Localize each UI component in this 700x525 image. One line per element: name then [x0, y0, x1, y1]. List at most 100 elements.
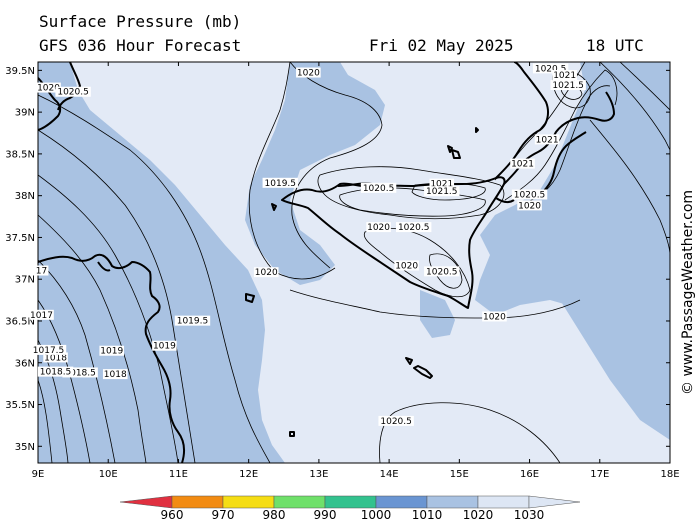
- contour-label-bg: [30, 344, 67, 355]
- colorbar-label: 980: [263, 508, 286, 522]
- contour-label: 1020.5: [380, 417, 412, 427]
- lon-tick-label: 12E: [239, 469, 258, 480]
- contour-label: 1017: [30, 311, 53, 321]
- contour-label-bg: [550, 80, 586, 91]
- contour-label-bg: [152, 340, 177, 351]
- contour-label-bg: [102, 369, 128, 380]
- contour-label-bg: [174, 315, 211, 326]
- lon-tick-label: 16E: [520, 469, 539, 480]
- low-pressure-region-ionian: [475, 62, 670, 440]
- contour-label: 1021.5: [552, 81, 584, 91]
- contour-label: 1020.5: [535, 64, 567, 74]
- lon-tick-label: 17E: [590, 469, 609, 480]
- lat-tick-label: 38.5N: [5, 149, 35, 160]
- lat-tick-label: 39N: [15, 108, 35, 119]
- lon-tick-label: 15E: [450, 469, 469, 480]
- contour-label-bg: [534, 134, 560, 145]
- contour-label: 1019.5: [265, 179, 297, 189]
- colorbar-label: 990: [314, 508, 337, 522]
- contour-label-bg: [424, 266, 460, 277]
- contour-label: 1020.5: [426, 267, 458, 277]
- pressure-colorbar: 960 970 980 990 1000 1010 1020 1030: [119, 495, 581, 522]
- contour-label: 1018: [44, 353, 67, 363]
- colorbar-label: 960: [161, 508, 184, 522]
- lon-tick-label: 14E: [380, 469, 399, 480]
- lat-tick-label: 37N: [15, 275, 35, 286]
- contour-label: 1021: [536, 135, 559, 145]
- colorbar-label: 1010: [412, 508, 443, 522]
- contour-label: 1021: [430, 180, 453, 190]
- lat-tick-label: 39.5N: [5, 66, 35, 77]
- colorbar-segment: [171, 495, 224, 509]
- contour-label-bg: [37, 366, 74, 377]
- contour-label-bg: [262, 177, 298, 188]
- contour-label-bg: [429, 178, 455, 189]
- contour-label: 1020.5: [363, 184, 395, 194]
- contour-label: 1020.5: [57, 88, 89, 98]
- lon-tick-label: 9E: [32, 469, 45, 480]
- contour-label: 1020: [395, 262, 418, 272]
- lat-tick-label: 35N: [15, 442, 35, 453]
- contour-label-bg: [532, 63, 569, 74]
- contour-label: 1020.5: [514, 191, 546, 201]
- contour-label: 1020: [255, 268, 278, 278]
- colorbar-low-arrow: [119, 495, 173, 509]
- contour-label: 1019.5: [177, 317, 209, 327]
- contour-labels: 1020 1020.510211021.510201020.51019.51020…: [29, 63, 586, 427]
- lat-tick-label: 37.5N: [5, 233, 35, 244]
- contour-label: 17: [36, 267, 47, 277]
- contour-label-bg: [517, 200, 542, 211]
- contour-label-bg: [360, 182, 397, 193]
- contour-label: 1020: [37, 84, 60, 94]
- contour-label: 1021: [511, 160, 534, 170]
- contour-label-bg: [36, 82, 61, 93]
- contour-label: 1019: [100, 347, 123, 357]
- contour-label-bg: [378, 415, 414, 426]
- contour-label-bg: [99, 345, 125, 356]
- contour-label: 1020: [367, 223, 390, 233]
- contour-label: 1020: [483, 312, 506, 322]
- contour-label-bg: [62, 367, 98, 378]
- contour-label: 1018.5: [64, 368, 96, 378]
- map-title: Surface Pressure (mb): [39, 12, 242, 31]
- contour-label-bg: [394, 260, 419, 271]
- low-pressure-region-south: [560, 300, 670, 440]
- contour-label-bg: [296, 67, 321, 78]
- forecast-date: Fri 02 May 2025: [369, 36, 514, 55]
- contour-label-bg: [395, 222, 432, 233]
- colorbar-label: 970: [212, 508, 235, 522]
- lat-tick-label: 38N: [15, 191, 35, 202]
- colorbar-label: 1020: [463, 508, 494, 522]
- contour-label: 1018: [104, 370, 127, 380]
- contour-label: 1020: [518, 201, 541, 211]
- contour-label-bg: [552, 70, 577, 81]
- lon-tick-label: 10E: [99, 469, 118, 480]
- colorbar-segment: [426, 495, 479, 509]
- lat-tick-label: 36.5N: [5, 316, 35, 327]
- colorbar-segment: [375, 495, 428, 509]
- contour-label: 1021.5: [426, 187, 458, 197]
- contour-label: 1020.5: [398, 223, 430, 233]
- contour-label: 1020: [297, 69, 320, 79]
- contour-label-bg: [55, 86, 91, 97]
- contour-label: 1018.5: [40, 368, 72, 378]
- contour-label-bg: [510, 158, 535, 169]
- colorbar-segment: [477, 495, 530, 509]
- plot-frame: [37, 61, 671, 464]
- lon-tick-label: 11E: [169, 469, 188, 480]
- watermark: © www.PassageWeather.com: [680, 189, 696, 395]
- low-pressure-region-malta: [420, 290, 455, 338]
- forecast-time: 18 UTC: [586, 36, 644, 55]
- contour-label-bg: [34, 265, 49, 276]
- contour-label: 1019: [153, 342, 176, 352]
- forecast-label: GFS 036 Hour Forecast: [39, 36, 242, 55]
- low-pressure-region-west: [38, 62, 285, 463]
- isobars: [38, 62, 670, 463]
- contour-label-bg: [482, 311, 507, 322]
- colorbar-segment: [273, 495, 326, 509]
- contour-label-bg: [253, 267, 279, 278]
- contour-label-bg: [29, 309, 54, 320]
- contour-label: 1017.5: [33, 346, 65, 356]
- low-pressure-region-tyrrhenian: [245, 62, 385, 285]
- contour-label: 1021: [553, 71, 576, 81]
